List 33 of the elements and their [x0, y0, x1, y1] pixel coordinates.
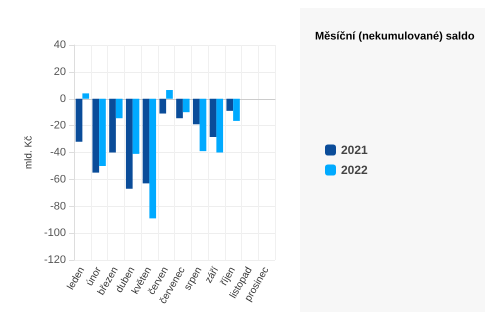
bar [216, 98, 224, 152]
y-tick-label: -80 [50, 200, 66, 212]
bar [82, 93, 90, 99]
y-tick-label: -120 [44, 254, 66, 266]
bar [116, 98, 123, 118]
bar [182, 98, 190, 112]
bar [92, 98, 100, 173]
bar [192, 98, 200, 124]
y-axis-title: mld. Kč [24, 136, 34, 170]
bar [149, 98, 156, 218]
y-tick-label: -60 [50, 173, 66, 186]
bar [210, 98, 216, 138]
bar [76, 98, 82, 142]
y-tick-label: -100 [44, 227, 66, 240]
bar [233, 98, 240, 121]
bar [99, 98, 106, 166]
bar [200, 98, 206, 152]
y-tick-label: 40 [54, 39, 66, 51]
text: Měsíční (nekumulované) saldo [315, 30, 475, 42]
y-tick-label: 0 [60, 92, 66, 105]
bar [126, 98, 133, 189]
bar [176, 98, 183, 118]
y-tick-label: -40 [50, 146, 66, 158]
bar [226, 98, 234, 111]
legend-label: 2022 [341, 163, 368, 177]
bar [109, 98, 116, 152]
bar [159, 98, 166, 114]
bar [142, 98, 150, 184]
bar [132, 98, 140, 154]
y-tick-label: -20 [50, 120, 66, 132]
legend-label: 2021 [341, 143, 368, 157]
y-tick-label: 20 [54, 66, 66, 78]
bar [166, 90, 173, 99]
